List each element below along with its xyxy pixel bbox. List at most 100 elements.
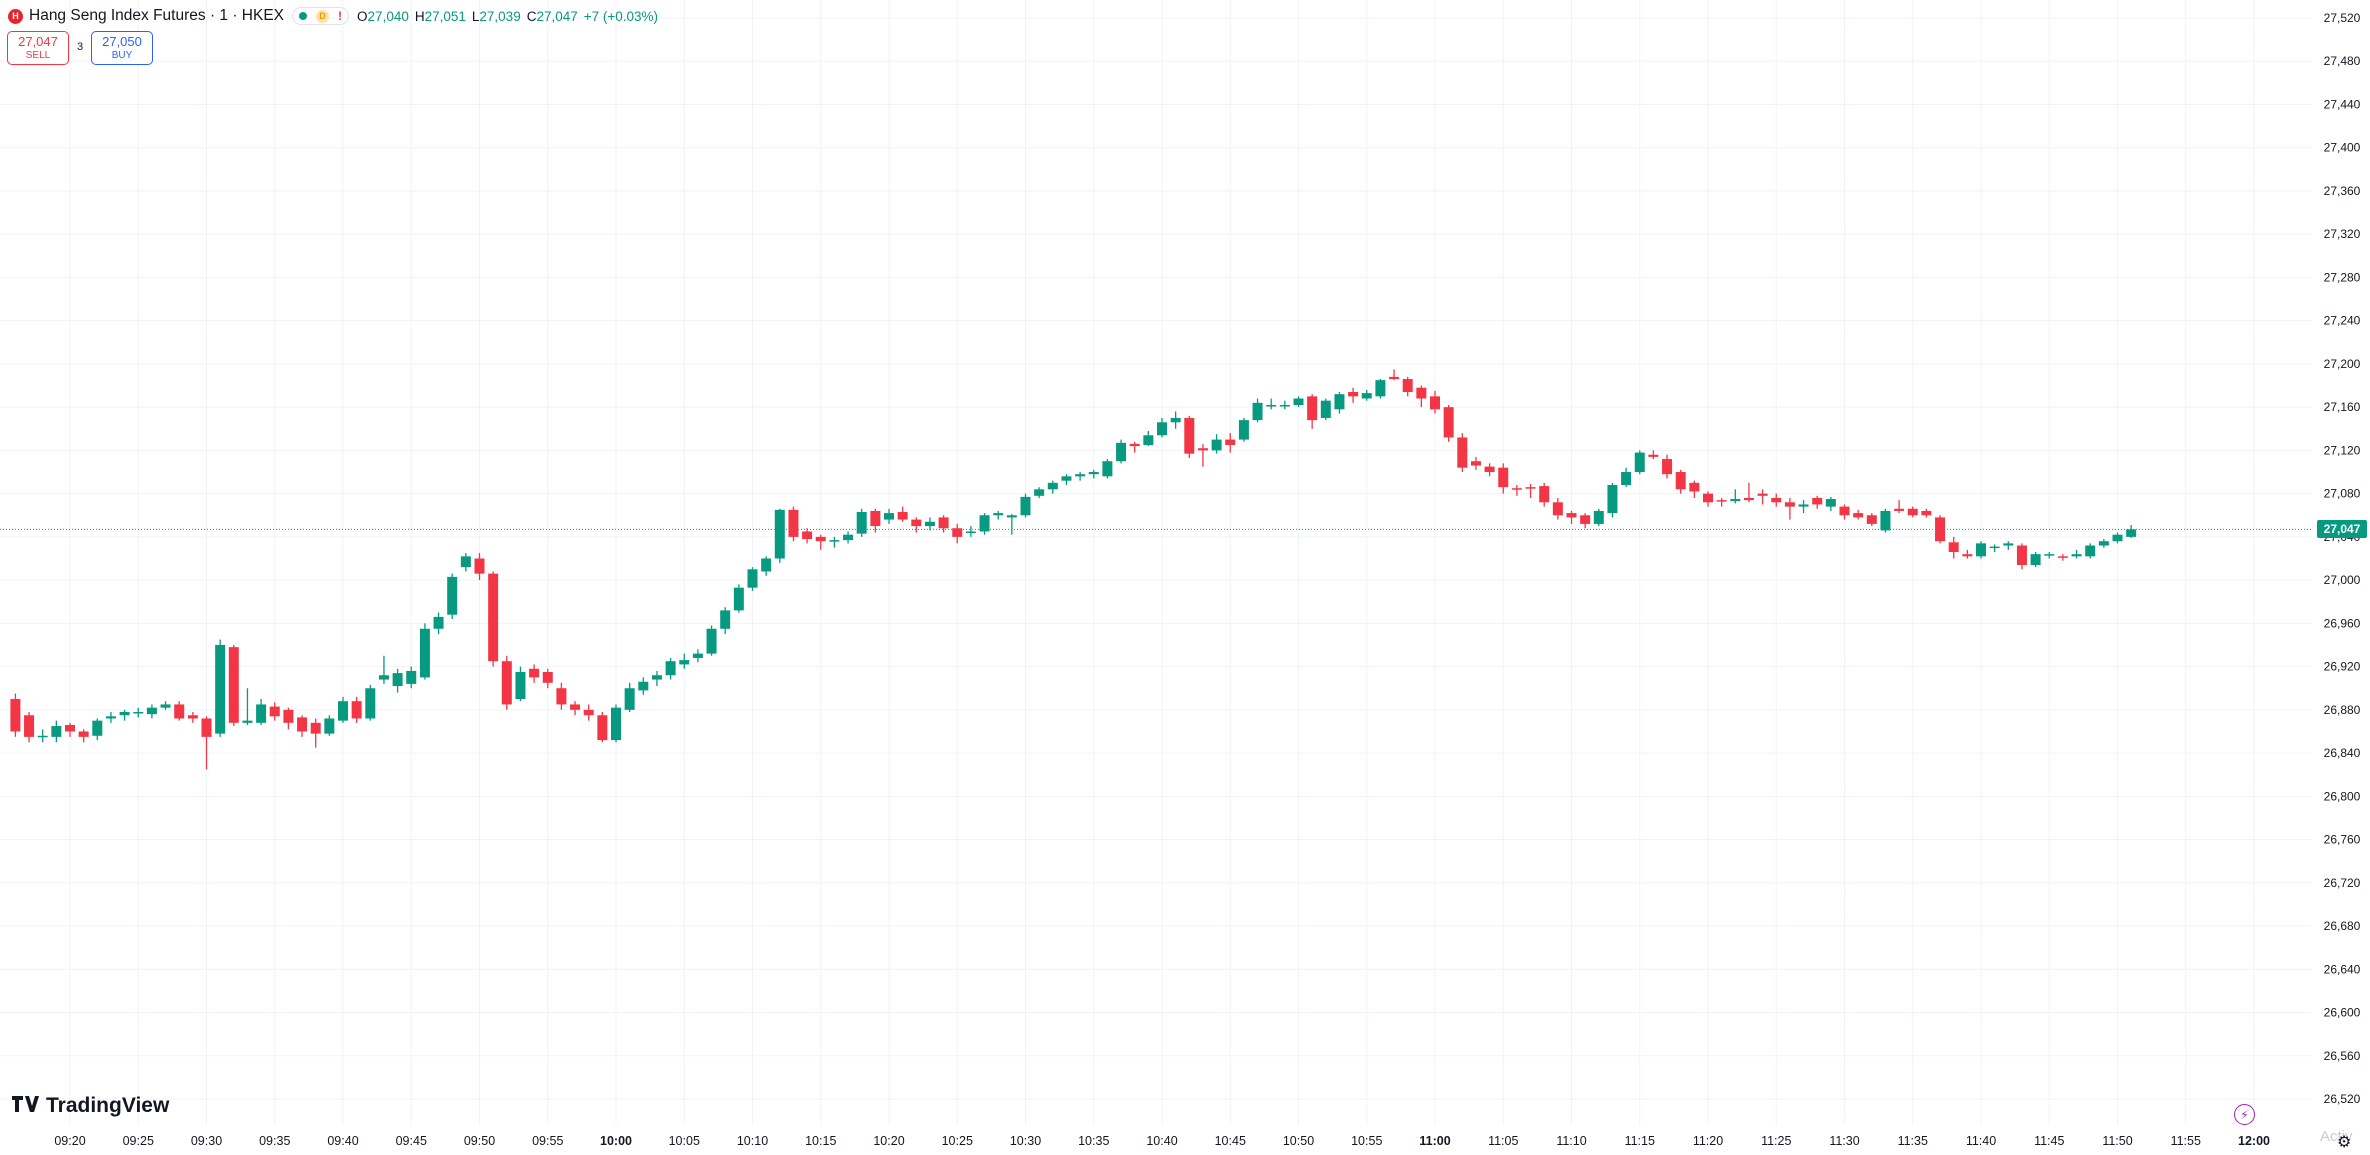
candle-body — [419, 628, 430, 678]
candle-body — [1443, 407, 1454, 438]
candle-body — [884, 513, 894, 520]
candle-body — [1143, 435, 1154, 445]
candle-body — [1662, 459, 1673, 475]
candle-body — [952, 528, 963, 537]
price-tick-label: 27,320 — [2324, 227, 2361, 241]
candle-body — [1566, 513, 1577, 518]
candle-body — [911, 519, 922, 527]
low-label: L — [471, 8, 480, 24]
symbol-title[interactable]: Hang Seng Index Futures · 1 · HKEX — [29, 7, 285, 24]
market-status-pill[interactable]: D ! — [292, 7, 350, 25]
candle-body — [774, 509, 785, 559]
ohlc-values: O27,040 H27,051 L27,039 C27,047 +7 (+0.03%) — [357, 9, 664, 24]
candle-body — [378, 675, 389, 680]
candle-body — [1989, 546, 2000, 549]
time-axis[interactable]: 09:20 09:25 09:30 09:35 09:40 09:45 09:50 09:55… — [54, 1134, 2270, 1148]
price-tick-label: 26,560 — [2324, 1049, 2361, 1063]
price-tick-label: 27,400 — [2324, 141, 2361, 155]
candle-body — [2126, 529, 2137, 537]
price-tick-label: 27,440 — [2324, 97, 2361, 111]
candle-body — [856, 512, 867, 534]
candle-body — [1648, 454, 1659, 457]
close-label: C — [526, 8, 537, 24]
sell-price: 27,047 — [18, 34, 58, 49]
time-tick-label: 10:15 — [805, 1134, 836, 1148]
gear-icon[interactable]: ⚙ — [2337, 1134, 2352, 1151]
candle-body — [1607, 484, 1618, 514]
candle-body — [1621, 472, 1632, 485]
price-axis[interactable]: 27,520 27,480 27,440 27,400 27,360 27,320 27,2… — [2324, 11, 2361, 1106]
time-tick-label: 09:50 — [464, 1134, 495, 1148]
candle-body — [515, 672, 526, 700]
time-tick-label: 10:55 — [1351, 1134, 1382, 1148]
grid-lines — [0, 0, 2312, 1125]
candle-body — [297, 717, 308, 732]
candle-body — [542, 672, 553, 683]
candle-body — [761, 558, 772, 572]
time-tick-label: 10:40 — [1146, 1134, 1177, 1148]
candle-body — [611, 707, 621, 741]
price-tick-label: 26,680 — [2324, 919, 2361, 933]
candle-body — [1157, 422, 1167, 436]
candle-body — [1539, 486, 1550, 503]
candle-body — [1279, 404, 1290, 407]
candle-body — [187, 715, 198, 719]
candle-body — [1457, 437, 1468, 468]
candle-body — [692, 653, 703, 658]
candle-body — [65, 724, 75, 732]
spread-value: 3 — [77, 41, 84, 53]
candle-body — [447, 576, 458, 615]
candle-body — [269, 706, 280, 717]
price-tick-label: 27,080 — [2324, 487, 2361, 501]
tradingview-logo[interactable]: TradingView — [12, 1094, 169, 1118]
price-tick-label: 27,360 — [2324, 184, 2361, 198]
candle-body — [324, 718, 335, 734]
candle-body — [1184, 417, 1195, 454]
time-tick-label: 11:15 — [1625, 1134, 1655, 1148]
candle-body — [651, 675, 662, 680]
candle-body — [146, 707, 157, 715]
candle-body — [1266, 404, 1277, 407]
candle-body — [92, 720, 103, 736]
price-tick-label: 26,520 — [2324, 1092, 2361, 1106]
candle-body — [1361, 393, 1372, 399]
buy-button[interactable]: 27,050 BUY — [91, 31, 153, 65]
price-tick-label: 27,160 — [2324, 400, 2361, 414]
candle-body — [993, 513, 1004, 516]
price-tick-label: 26,880 — [2324, 703, 2361, 717]
time-tick-label: 11:25 — [1761, 1134, 1791, 1148]
candle-body — [2044, 554, 2055, 556]
candle-body — [406, 670, 417, 684]
time-tick-label: 11:00 — [1419, 1134, 1450, 1148]
candle-body — [1307, 396, 1318, 421]
time-tick-label: 11:10 — [1556, 1134, 1586, 1148]
time-tick-label: 09:55 — [532, 1134, 563, 1148]
candle-body — [2098, 541, 2109, 546]
candle-body — [1375, 380, 1386, 397]
candle-body — [1948, 542, 1959, 553]
price-tick-label: 27,240 — [2324, 314, 2361, 328]
time-tick-label: 10:10 — [737, 1134, 768, 1148]
candle-body — [1484, 466, 1495, 473]
time-tick-label: 10:35 — [1078, 1134, 1109, 1148]
bolt-icon[interactable]: ⚡ — [2234, 1104, 2255, 1125]
candle-body — [1962, 554, 1973, 557]
buy-price: 27,050 — [102, 34, 142, 49]
candle-body — [1976, 543, 1986, 557]
close-value: 27,047 — [536, 8, 578, 24]
time-tick-label: 09:25 — [123, 1134, 154, 1148]
candle-body — [1716, 500, 1727, 502]
candle-body — [1498, 467, 1509, 488]
candle-body — [1935, 517, 1946, 542]
candle-body — [1743, 497, 1754, 501]
candle-body — [160, 704, 171, 708]
sell-button[interactable]: 27,047 SELL — [7, 31, 69, 65]
candle-body — [2071, 554, 2082, 557]
candle-body — [1866, 515, 1877, 524]
tradingview-mark-icon — [12, 1095, 40, 1118]
candle-body — [938, 517, 949, 529]
candle-body — [624, 688, 635, 710]
candle-body — [1689, 482, 1700, 492]
candle-body — [460, 556, 471, 568]
